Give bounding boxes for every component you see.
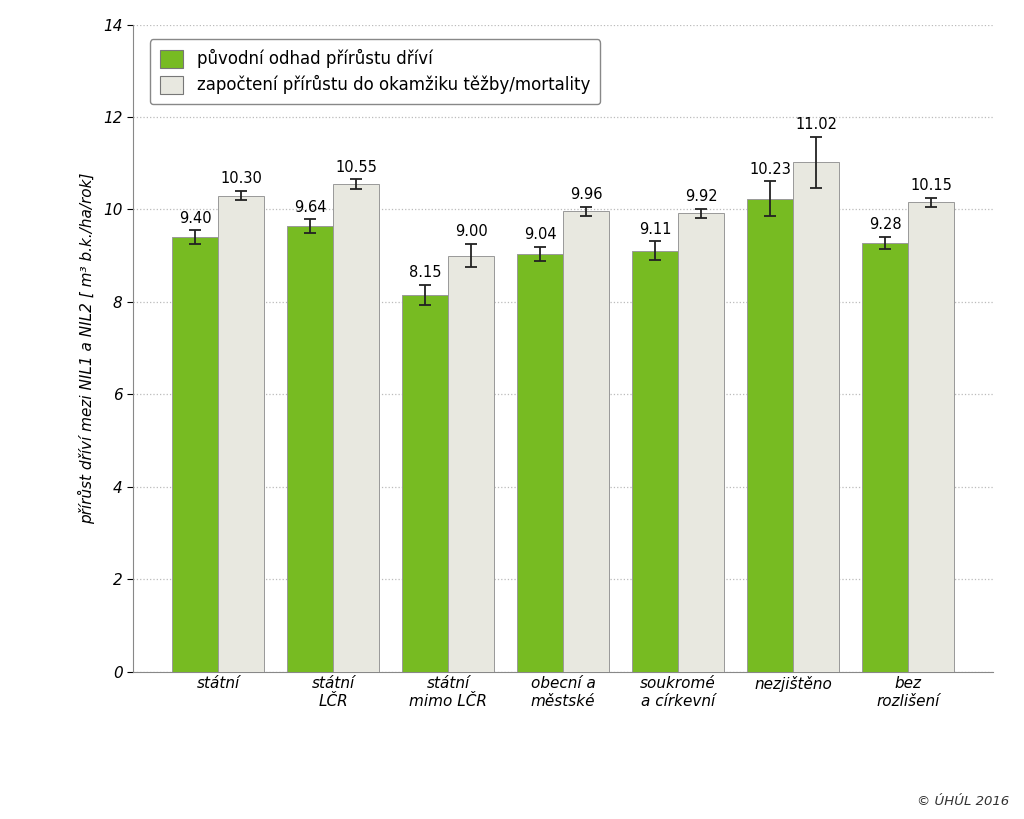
Text: 9.11: 9.11 [639,222,672,237]
Bar [449,256,495,672]
Text: 8.15: 8.15 [409,265,441,280]
Text: 9.04: 9.04 [524,227,556,242]
Bar [908,202,954,672]
Text: 9.96: 9.96 [570,187,602,202]
Bar [563,211,609,672]
Text: 9.28: 9.28 [869,217,901,232]
Text: 10.55: 10.55 [335,160,377,174]
Bar [517,254,563,672]
Bar [748,199,794,672]
Y-axis label: přírůst dříví mezi NIL1 a NIL2 [ m³ b.k./ha/rok]: přírůst dříví mezi NIL1 a NIL2 [ m³ b.k.… [78,172,95,524]
Bar [333,184,379,672]
Text: 9.92: 9.92 [685,189,718,204]
Text: 10.15: 10.15 [910,179,952,193]
Bar [287,226,333,672]
Legend: původní odhad přírůstu dříví, započtení přírůstu do okamžiku těžby/mortality: původní odhad přírůstu dříví, započtení … [151,39,600,104]
Text: 10.23: 10.23 [750,161,792,177]
Text: 10.30: 10.30 [220,171,262,187]
Text: 9.64: 9.64 [294,200,327,215]
Text: © ÚHÚL 2016: © ÚHÚL 2016 [916,795,1009,808]
Bar [632,251,678,672]
Text: 11.02: 11.02 [796,117,838,132]
Text: 9.00: 9.00 [455,224,487,239]
Bar [172,238,218,672]
Bar [678,213,724,672]
Bar [218,196,264,672]
Bar [402,295,449,672]
Bar [862,242,908,672]
Bar [794,162,840,672]
Text: 9.40: 9.40 [179,210,212,225]
